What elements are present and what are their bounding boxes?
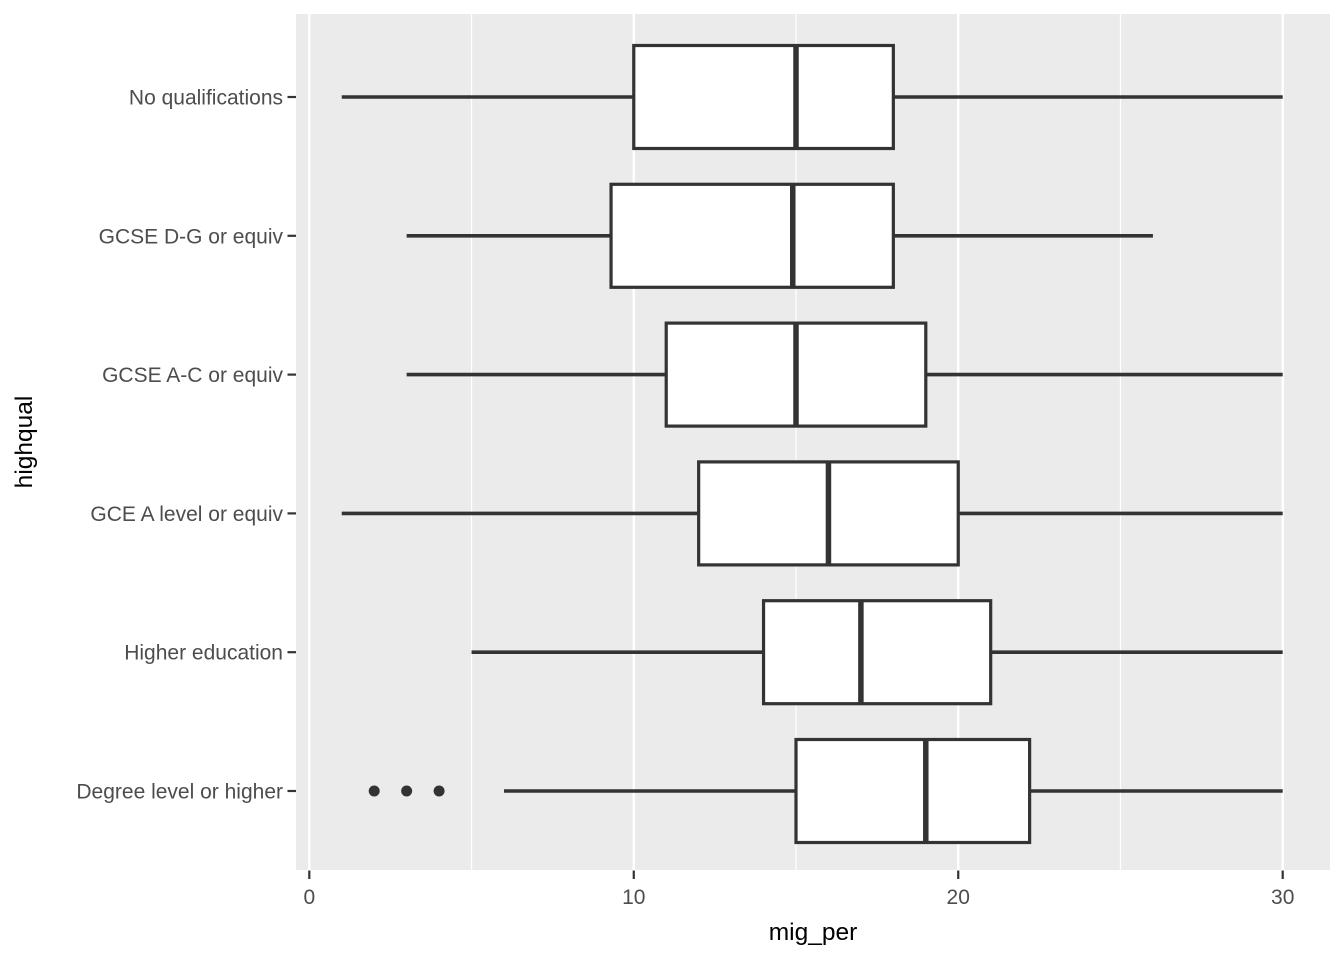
boxplot-row bbox=[406, 321, 1283, 428]
iqr-box bbox=[794, 737, 1032, 845]
y-axis-title: highqual bbox=[11, 396, 38, 489]
axis-tick-marks bbox=[287, 95, 1284, 879]
major-gridlines bbox=[308, 14, 1284, 870]
y-category-label: Degree level or higher bbox=[76, 781, 283, 804]
boxplot-row bbox=[406, 182, 1153, 289]
y-category-label: GCSE A-C or equiv bbox=[102, 364, 283, 387]
y-category-label: Higher education bbox=[124, 642, 283, 665]
outlier-point bbox=[401, 785, 413, 797]
outlier-point bbox=[433, 785, 445, 797]
minor-gridlines bbox=[470, 14, 1122, 870]
plot-panel bbox=[296, 14, 1330, 870]
x-axis-title: mig_per bbox=[769, 919, 858, 946]
iqr-box bbox=[632, 43, 895, 151]
boxplot-row bbox=[341, 43, 1283, 151]
outlier-point bbox=[368, 785, 380, 797]
boxplot-glyphs bbox=[341, 43, 1283, 845]
x-axis-tick-labels: 0 10 20 30 bbox=[303, 886, 1294, 909]
y-category-label: No qualifications bbox=[129, 87, 283, 110]
x-tick-label: 30 bbox=[1271, 886, 1294, 909]
y-category-label: GCSE D-G or equiv bbox=[99, 225, 284, 248]
y-axis-category-labels: No qualifications GCSE D-G or equiv GCSE A… bbox=[76, 87, 283, 804]
boxplot-row bbox=[341, 460, 1283, 567]
boxplot-row bbox=[471, 599, 1283, 706]
boxplot-row bbox=[368, 737, 1283, 845]
y-category-label: GCE A level or equiv bbox=[90, 503, 283, 526]
iqr-box bbox=[609, 182, 895, 289]
iqr-box bbox=[761, 599, 993, 706]
x-tick-label: 0 bbox=[303, 886, 315, 909]
x-tick-label: 20 bbox=[947, 886, 970, 909]
x-tick-label: 10 bbox=[622, 886, 645, 909]
